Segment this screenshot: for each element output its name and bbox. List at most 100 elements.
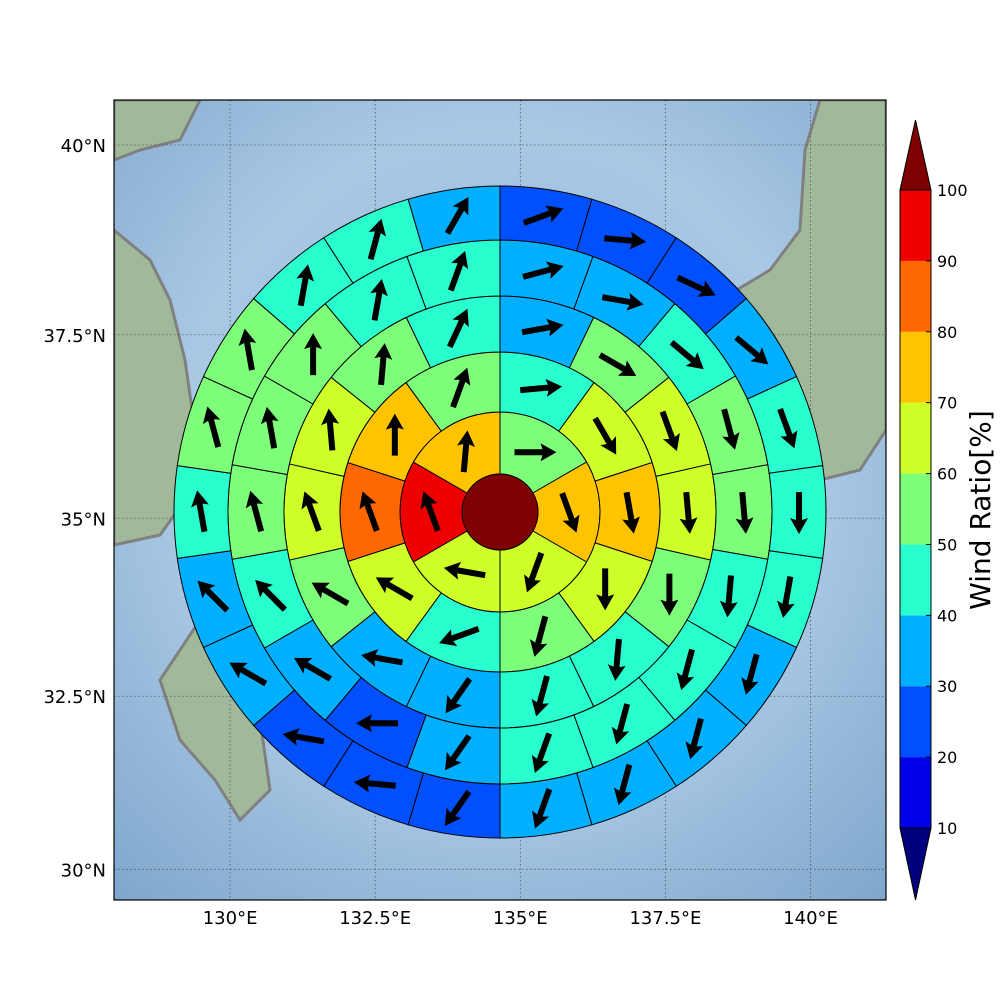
colorbar-tick-label: 20 [937,748,957,767]
wind-rose [173,185,827,839]
wind-arrow [446,308,469,349]
wind-arrow [255,579,287,612]
colorbar-tick-label: 100 [937,181,968,200]
y-tick-label: 35°N [61,509,106,530]
colorbar-swatch [900,544,931,616]
wind-arrow [559,492,580,533]
colorbar-tick-label: 40 [937,606,957,625]
wind-arrow [197,580,230,613]
colorbar-tick-label: 90 [937,252,957,271]
wind-arrow [514,443,557,462]
wind-arrow [375,577,414,602]
wind-arrow [296,264,315,307]
x-tick-label: 130°E [203,908,258,929]
wind-arrow [776,576,795,618]
wind-arrow [676,648,695,691]
wind-arrow [445,677,473,714]
wind-arrow [734,335,769,365]
wind-arrow [531,732,553,773]
wind-arrow [659,410,680,452]
wind-arrow [282,728,325,746]
colorbar-tick-label: 30 [937,677,957,696]
colorbar-swatch [900,473,931,545]
wind-arrow [735,491,754,534]
wind-arrow [361,649,404,667]
x-tick-label: 132.5°E [339,908,411,929]
colorbar-swatch [900,402,931,474]
x-tick-label: 135°E [493,908,548,929]
wind-arrow [679,491,698,534]
x-tick-label: 140°E [783,908,838,929]
wind-arrow [229,662,268,687]
wind-arrow [260,406,279,449]
wind-arrow [676,274,716,297]
wind-arrow [685,717,704,760]
wind-arrow [294,657,332,682]
wind-arrow [721,408,740,450]
wind-arrow [596,568,615,611]
wind-arrow [420,491,441,532]
colorbar-tick-label: 60 [937,465,957,484]
wind-arrow [719,575,738,618]
wind-arrow [531,675,550,717]
wind-arrow [311,582,350,607]
y-tick-label: 40°N [61,136,106,157]
wind-arrow [622,491,640,534]
colorbar-swatch [900,686,931,758]
wind-arrow [532,788,553,829]
wind-arrow [522,205,564,226]
wind-arrow [790,492,808,534]
wind-arrow [601,292,644,311]
colorbar-swatch [900,615,931,687]
axes-frame [113,99,887,901]
colorbar-swatch [900,190,931,261]
wind-arrow [529,615,549,657]
colorbar-label: Wind Ratio[%] [964,410,997,610]
y-tick-label: 30°N [61,860,106,881]
wind-arrow [592,416,617,455]
wind-arrow [598,352,637,377]
colorbar-swatch [900,260,931,332]
wind-arrow [604,231,647,250]
colorbar-swatch [900,331,931,403]
wind-arrow [660,573,679,616]
wind-arrow [447,251,469,292]
wind-arrow [385,413,404,456]
wind-arrow [450,367,471,409]
colorbar-tick-label: 10 [937,819,957,838]
wind-arrow [741,653,760,695]
wind-arrow [353,774,396,793]
y-tick-label: 37.5°N [43,326,106,347]
wind-arrow [245,490,265,533]
wind-arrow [439,625,480,647]
wind-arrow [669,340,704,370]
wind-arrow [444,196,469,235]
colorbar-extension [899,119,932,191]
wind-arrow [238,328,257,371]
y-tick-label: 32.5°N [43,687,106,708]
wind-arrow [370,279,388,321]
wind-arrow [367,218,387,261]
wind-arrow [443,561,486,580]
wind-arrow [202,406,222,448]
wind-arrow [613,763,633,806]
wind-arrow [611,703,631,745]
wind-arrow [359,491,380,532]
colorbar: 10 20 30 40 50 60 70 80 90 100 [899,119,968,901]
wind-arrow [321,408,340,451]
wind-arrow [457,430,475,473]
wind-arrow [607,638,626,681]
wind-arrow [523,551,545,593]
colorbar-frame [899,189,932,829]
wind-arrow [445,734,472,771]
wind-arrow [519,378,563,397]
colorbar-tick-label: 50 [937,535,957,554]
colorbar-extension [899,827,932,901]
colorbar-swatch [900,757,931,828]
wind-arrow [356,714,398,733]
colorbar-tick-label: 80 [937,323,957,342]
wind-arrow [444,789,472,826]
wind-arrow [301,491,322,532]
colorbar-tick-label: 70 [937,394,957,413]
